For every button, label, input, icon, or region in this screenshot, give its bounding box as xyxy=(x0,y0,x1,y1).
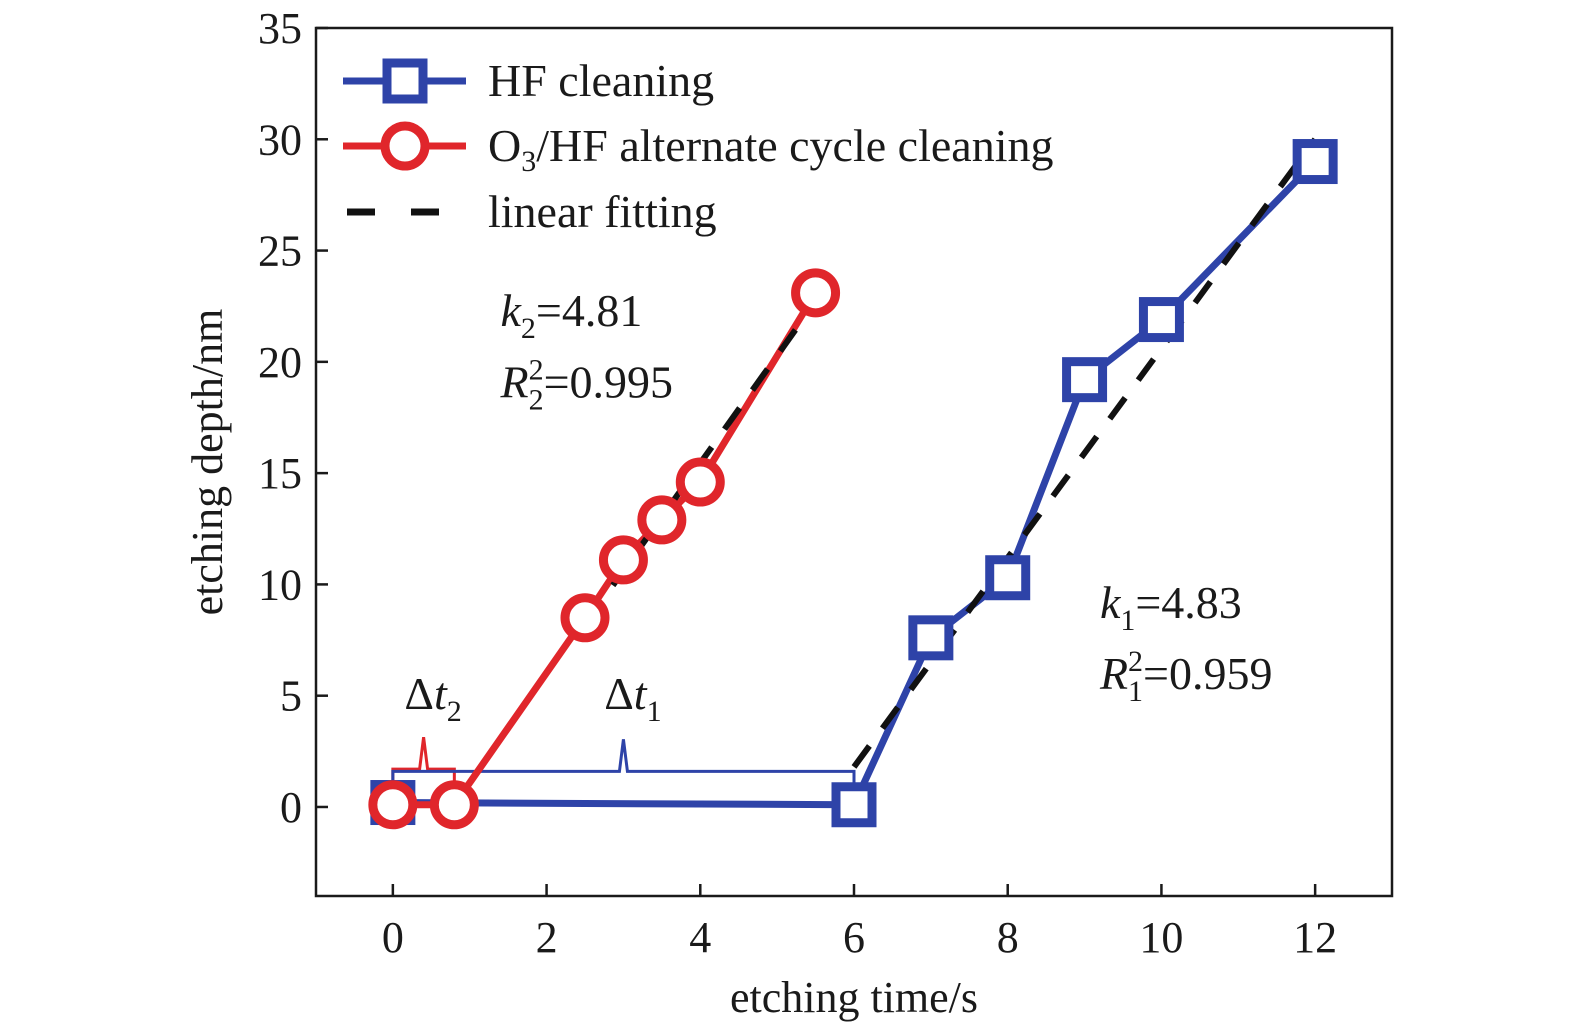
legend-hf-marker xyxy=(382,58,428,104)
annotations: k2=4.81 R22=0.995 k1=4.83 R12=0.959 Δt2 Δt1 xyxy=(404,285,1272,728)
annotation-dt1: Δt1 xyxy=(604,668,661,728)
hf-point xyxy=(985,555,1031,601)
annotation-r2: R22=0.995 xyxy=(499,353,673,416)
plot-area xyxy=(368,137,1338,830)
hf-point xyxy=(1292,139,1338,185)
y-tick-label: 15 xyxy=(258,449,302,498)
y-tick-label: 0 xyxy=(280,783,302,832)
x-tick-label: 12 xyxy=(1293,913,1337,962)
o3hf-point xyxy=(637,495,687,545)
annotation-k2: k2=4.81 xyxy=(500,285,642,345)
y-tick-label: 10 xyxy=(258,560,302,609)
x-tick-label: 8 xyxy=(997,913,1019,962)
y-tick-label: 20 xyxy=(258,338,302,387)
o3hf-point xyxy=(368,780,418,830)
hf-point xyxy=(908,615,954,661)
o3hf-point xyxy=(560,593,610,643)
y-axis-label: etching depth/nm xyxy=(183,309,232,616)
o3hf-point xyxy=(598,535,648,585)
o3hf-point xyxy=(675,457,725,507)
x-tick-label: 4 xyxy=(689,913,711,962)
dt1-bracket xyxy=(391,739,856,794)
x-tick-label: 10 xyxy=(1139,913,1183,962)
series-line-hf xyxy=(392,159,1318,809)
legend-fit-label: linear fitting xyxy=(488,186,717,237)
hf-point xyxy=(1138,297,1184,343)
axes: 0 2 4 6 8 10 12 0 5 10 15 20 25 30 35 xyxy=(258,4,1337,962)
annotation-r1: R12=0.959 xyxy=(1099,645,1273,708)
legend-hf-label: HF cleaning xyxy=(488,55,714,106)
o3hf-point xyxy=(429,780,479,830)
fit-line-2 xyxy=(851,137,1318,769)
y-tick-label: 30 xyxy=(258,115,302,164)
y-tick-label: 5 xyxy=(280,672,302,721)
legend-o3hf-label: O3/HF alternate cycle cleaning xyxy=(488,120,1054,178)
hf-point xyxy=(1062,357,1108,403)
annotation-dt2: Δt2 xyxy=(404,668,461,728)
hf-point xyxy=(831,782,877,828)
x-tick-label: 2 xyxy=(536,913,558,962)
o3hf-point xyxy=(791,268,841,318)
dt2-bracket xyxy=(391,736,456,792)
legend-o3hf-marker xyxy=(380,121,430,171)
y-tick-label: 35 xyxy=(258,4,302,53)
x-axis-label: etching time/s xyxy=(730,973,978,1022)
x-tick-label: 0 xyxy=(382,913,404,962)
x-tick-label: 6 xyxy=(843,913,865,962)
annotation-k1: k1=4.83 xyxy=(1100,577,1242,637)
legend: HF cleaning O3/HF alternate cycle cleanin… xyxy=(343,55,1054,237)
y-tick-label: 25 xyxy=(258,227,302,276)
